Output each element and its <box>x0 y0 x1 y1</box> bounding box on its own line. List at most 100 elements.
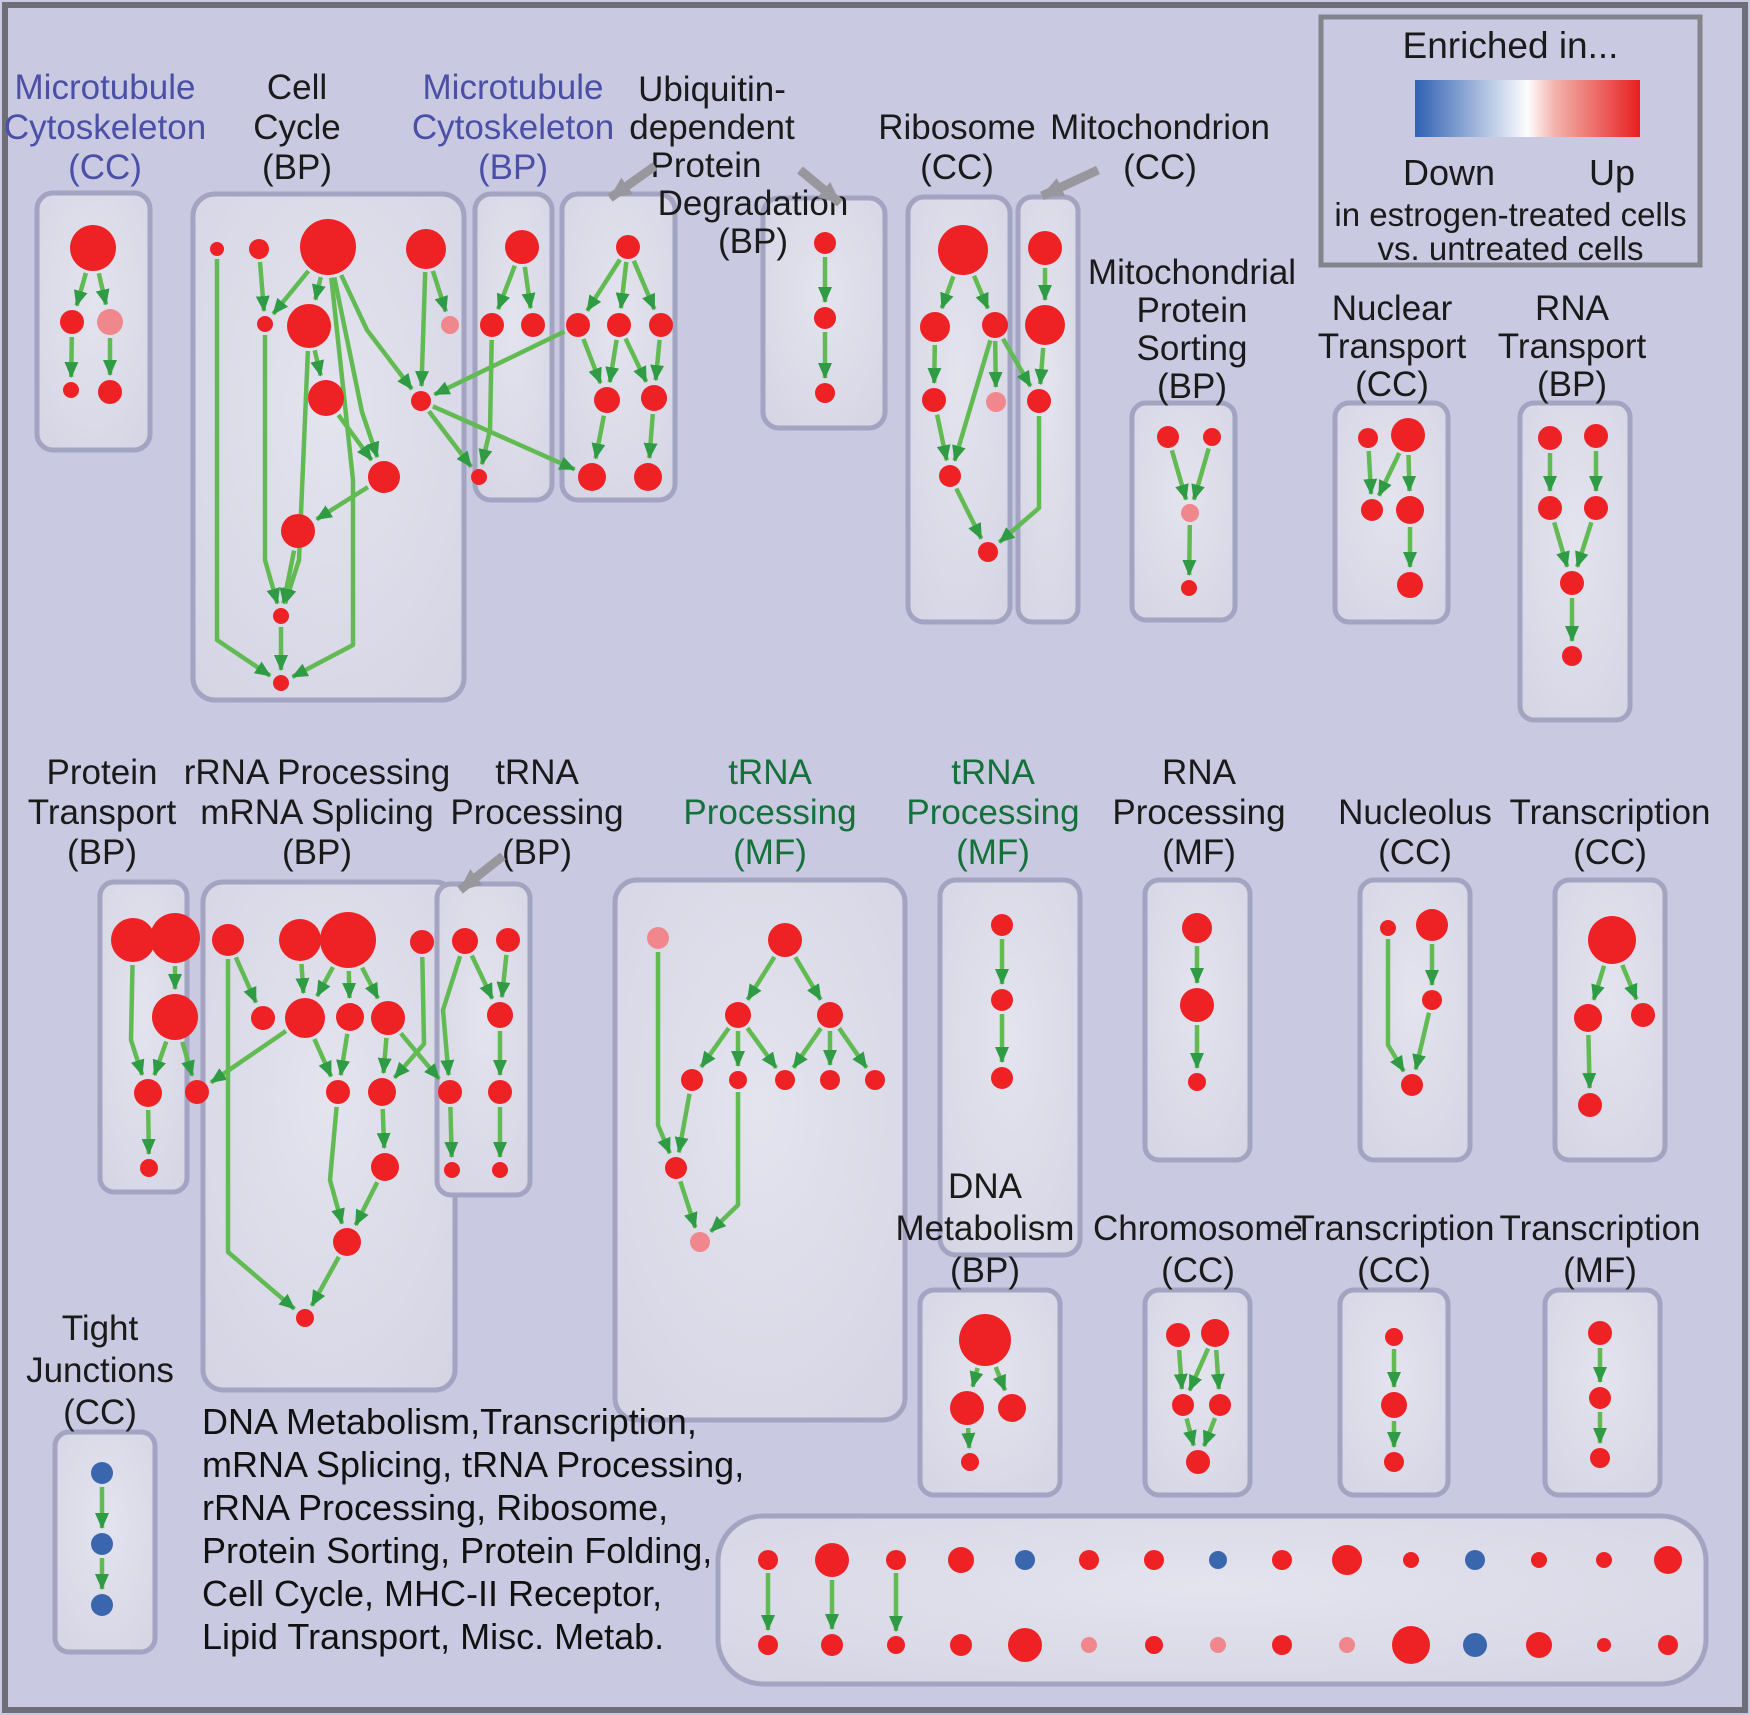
cluster-label-ubiquitin-degradation: Ubiquitin-dependentProteinDegradation(BP… <box>629 70 848 261</box>
relation-arrow <box>414 271 429 387</box>
go-term-node <box>1332 1545 1362 1575</box>
go-term-node <box>63 382 79 398</box>
go-term-node <box>1380 920 1396 936</box>
cluster-edges-chromosome-cc <box>1173 1347 1225 1448</box>
go-term-node <box>411 391 431 411</box>
cluster-label-line: (BP) <box>478 148 548 187</box>
cluster-nodes-rrna-mrna <box>185 912 434 1327</box>
cluster-label-line: (BP) <box>67 833 137 872</box>
go-term-node <box>578 463 606 491</box>
relation-arrow <box>440 955 463 1077</box>
relation-arrow <box>315 485 370 522</box>
relation-arrow <box>233 956 259 1004</box>
go-term-node <box>922 388 946 412</box>
go-term-node <box>665 1157 687 1179</box>
go-term-node <box>1597 1638 1611 1652</box>
cluster-label-line: Transcription <box>1500 1209 1701 1248</box>
cluster-nodes-chromosome-cc <box>1166 1319 1231 1474</box>
relation-arrow <box>339 274 414 391</box>
relation-arrow <box>1202 1417 1218 1448</box>
go-term-node <box>950 1391 984 1425</box>
go-term-node <box>1181 504 1199 522</box>
go-term-node <box>98 380 122 404</box>
cluster-label-line: Processing <box>1112 793 1285 832</box>
go-term-node <box>991 1067 1013 1089</box>
relation-arrow <box>952 339 993 462</box>
go-term-node <box>647 927 669 949</box>
cluster-box-nucleolus-cc <box>1357 877 1473 1163</box>
cluster-label-line: Microtubule <box>15 68 196 107</box>
cluster-label-line: (CC) <box>1355 365 1429 404</box>
go-term-node <box>1562 646 1582 666</box>
go-term-node <box>725 1002 751 1028</box>
go-term-node <box>1401 1074 1423 1096</box>
go-term-node <box>1182 913 1212 943</box>
cluster-nodes-ubiquitin-degradation <box>566 235 673 491</box>
misc-text-line: rRNA Processing, Ribosome, <box>202 1487 668 1528</box>
go-term-node <box>1538 496 1562 520</box>
relation-arrow <box>95 272 110 306</box>
cluster-label-line: (BP) <box>502 833 572 872</box>
cluster-label-line: Nucleolus <box>1338 793 1492 832</box>
cluster-label-line: Mitochondrion <box>1050 108 1270 147</box>
go-term-node <box>1654 1546 1682 1574</box>
go-term-node <box>492 1162 508 1178</box>
cluster-nodes-rna-processing-mf <box>1180 913 1214 1091</box>
cluster-edges-mito-protein-sorting <box>1169 447 1211 576</box>
relation-arrow <box>655 952 672 1155</box>
relation-arrow <box>1173 1349 1188 1390</box>
cluster-label-line: (BP) <box>1157 367 1227 406</box>
legend-down-label: Down <box>1403 152 1495 193</box>
go-term-node <box>251 1006 275 1030</box>
cluster-label-line: (CC) <box>920 148 994 187</box>
cluster-label-line: (CC) <box>63 1393 137 1432</box>
misc-text-line: Lipid Transport, Misc. Metab. <box>202 1616 664 1657</box>
relation-arrow <box>336 1033 350 1077</box>
cluster-label-line: Transcription <box>1294 1209 1495 1248</box>
relation-arrow <box>225 959 296 1311</box>
relation-arrow <box>399 1031 441 1081</box>
go-term-node <box>1272 1550 1292 1570</box>
go-term-node <box>982 312 1008 338</box>
relation-arrow <box>650 339 665 382</box>
cluster-nodes-mitochondrion-cc <box>1025 231 1065 413</box>
go-term-node <box>1028 231 1062 265</box>
cluster-label-line: Nuclear <box>1332 289 1453 328</box>
cluster-edges-protein-transport <box>128 964 182 1155</box>
relation-arrow <box>581 338 603 385</box>
callout-arrow-trna-bp-to-box <box>457 852 506 894</box>
cluster-edges-rrna-mrna <box>209 956 427 1311</box>
cluster-label-line: (CC) <box>1573 833 1647 872</box>
go-term-node <box>1358 428 1378 448</box>
cluster-nodes-ubiquitin-degradation-2 <box>814 232 836 403</box>
go-term-node <box>371 1001 405 1035</box>
go-term-node <box>1015 1550 1035 1570</box>
cluster-label-line: Junctions <box>26 1351 174 1390</box>
cluster-label-line: tRNA <box>728 753 812 792</box>
go-term-node <box>616 235 640 259</box>
cluster-label-ribosome-cc: Ribosome(CC) <box>878 108 1036 187</box>
go-term-node <box>959 1314 1011 1366</box>
cluster-label-line: Ribosome <box>878 108 1036 147</box>
relation-arrow <box>1183 1417 1197 1447</box>
relation-arrow <box>585 258 622 312</box>
go-term-node <box>1210 1637 1226 1653</box>
relation-arrow <box>927 344 942 384</box>
cluster-label-line: (BP) <box>950 1251 1020 1290</box>
cluster-nodes-ribosome-cc <box>920 225 1008 562</box>
go-term-node <box>815 1543 849 1577</box>
go-term-node <box>758 1550 778 1570</box>
go-term-node <box>887 1636 905 1654</box>
cluster-nodes-dna-metabolism <box>950 1314 1026 1471</box>
cluster-label-line: (BP) <box>282 833 352 872</box>
go-term-node <box>273 608 289 624</box>
cluster-edges-trna-processing-bp <box>440 954 511 1158</box>
go-term-node <box>1531 1552 1547 1568</box>
go-term-node <box>60 310 84 334</box>
go-term-node <box>1166 1323 1190 1347</box>
cluster-label-line: Protein <box>651 146 762 185</box>
go-term-node <box>690 1232 710 1252</box>
go-term-node <box>285 998 325 1038</box>
